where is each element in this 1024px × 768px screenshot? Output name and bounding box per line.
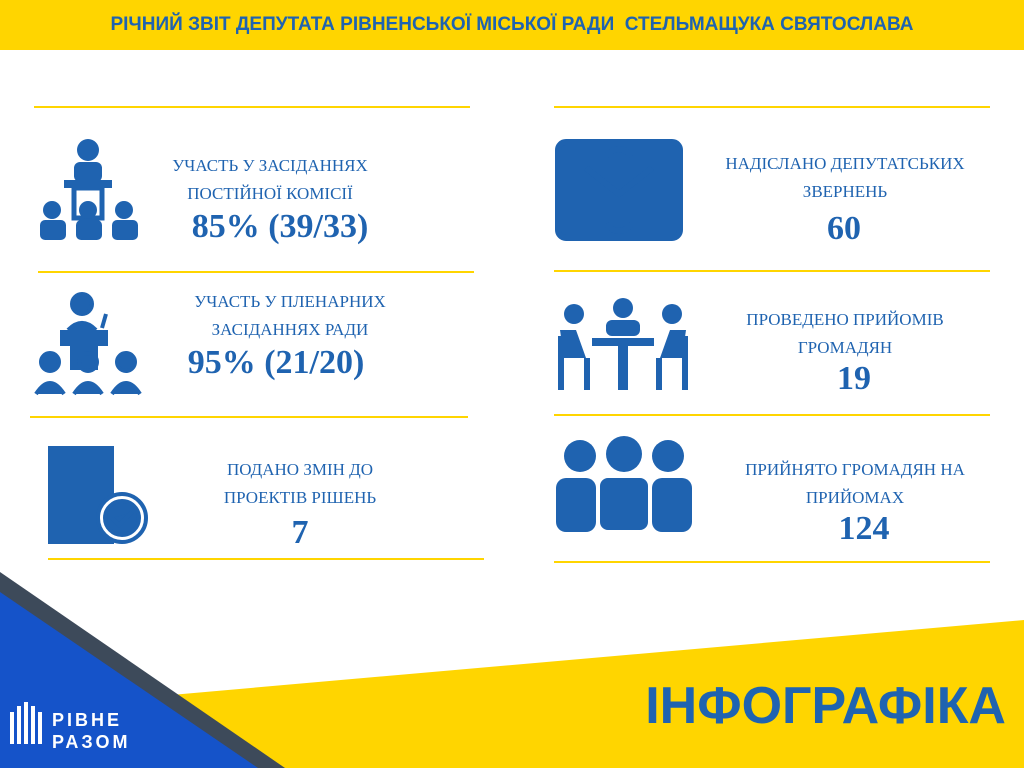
label-line: ПОДАНО ЗМІН ДО [226, 460, 374, 479]
divider [554, 561, 990, 563]
item-label: ПРОВЕДЕНО ПРИЙОМІВ ГРОМАДЯН [710, 306, 980, 362]
footer-shapes [0, 572, 1024, 768]
divider [38, 271, 474, 273]
label-line: ПРИЙОМАХ [805, 488, 905, 507]
item-value: 124 [838, 510, 890, 547]
item-label: ПРИЙНЯТО ГРОМАДЯН НА ПРИЙОМАХ [710, 456, 1000, 512]
item-value: 60 [827, 210, 861, 247]
label-line: ГРОМАДЯН [797, 338, 893, 357]
logo-text: РАЗОМ [52, 732, 131, 752]
item-label: УЧАСТЬ У ЗАСІДАННЯХ ПОСТІЙНОЇ КОМІСІЇ [140, 152, 400, 208]
icon-meeting [558, 298, 688, 390]
label-line: ЗАСІДАННЯХ РАДИ [211, 320, 369, 339]
label-line: УЧАСТЬ У ЗАСІДАННЯХ [172, 156, 368, 175]
label-line: ЗВЕРНЕНЬ [802, 182, 888, 201]
divider [48, 558, 484, 560]
item-value: 95% (21/20) [187, 344, 365, 381]
item-value: 7 [291, 514, 309, 551]
icon-people [556, 436, 692, 532]
item-label: НАДІСЛАНО ДЕПУТАТСЬКИХ ЗВЕРНЕНЬ [700, 150, 990, 206]
divider [554, 414, 990, 416]
icon-plenary [34, 292, 142, 396]
item-label: ПОДАНО ЗМІН ДО ПРОЕКТІВ РІШЕНЬ [170, 456, 430, 512]
divider [554, 106, 990, 108]
label-line: НАДІСЛАНО ДЕПУТАТСЬКИХ [725, 154, 965, 173]
footer-title: ІНФОГРАФІКА [645, 677, 1006, 735]
icon-envelope [555, 139, 683, 241]
divider [554, 270, 990, 272]
divider [30, 416, 468, 418]
label-line: ПРОЕКТІВ РІШЕНЬ [223, 488, 377, 507]
icon-committee [40, 139, 138, 240]
divider [34, 106, 470, 108]
label-line: ПРИЙНЯТО ГРОМАДЯН НА [745, 460, 965, 479]
label-line: ПОСТІЙНОЇ КОМІСІЇ [187, 184, 353, 203]
label-line: УЧАСТЬ У ПЛЕНАРНИХ [194, 292, 386, 311]
header-title: РІЧНИЙ ЗВІТ ДЕПУТАТА РІВНЕНСЬКОЇ МІСЬКОЇ… [0, 0, 1024, 50]
item-value: 85% (39/33) [191, 208, 369, 245]
icon-document [48, 446, 148, 544]
logo-text: РІВНЕ [52, 710, 123, 730]
item-value: 19 [837, 360, 871, 397]
item-label: УЧАСТЬ У ПЛЕНАРНИХ ЗАСІДАННЯХ РАДИ [160, 288, 420, 344]
label-line: ПРОВЕДЕНО ПРИЙОМІВ [746, 310, 944, 329]
